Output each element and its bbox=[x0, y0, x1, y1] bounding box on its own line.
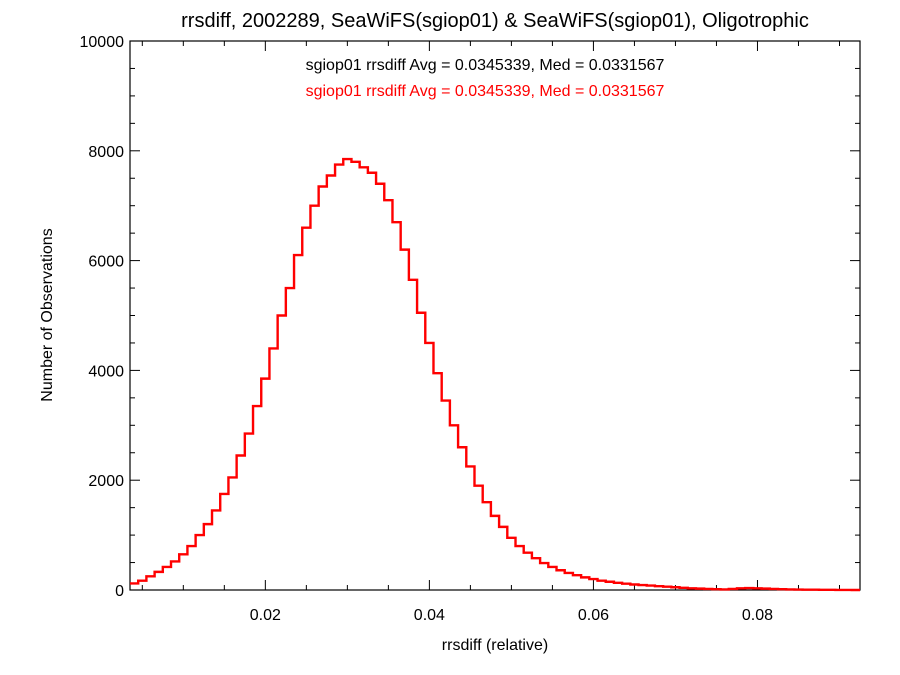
y-tick-label: 2000 bbox=[88, 473, 124, 490]
y-tick-label: 0 bbox=[115, 583, 124, 600]
y-tick-label: 4000 bbox=[88, 363, 124, 380]
x-tick-label: 0.02 bbox=[250, 607, 281, 624]
x-tick-label: 0.08 bbox=[742, 607, 773, 624]
histogram-series bbox=[130, 157, 860, 592]
y-tick-label: 6000 bbox=[88, 254, 124, 271]
annotation-red: sgiop01 rrsdiff Avg = 0.0345339, Med = 0… bbox=[306, 83, 665, 100]
x-tick-label: 0.04 bbox=[414, 607, 445, 624]
chart-title: rrsdiff, 2002289, SeaWiFS(sgiop01) & Sea… bbox=[181, 10, 809, 32]
annotation-black: sgiop01 rrsdiff Avg = 0.0345339, Med = 0… bbox=[306, 57, 665, 74]
y-tick-label: 8000 bbox=[88, 144, 124, 161]
x-tick-label: 0.06 bbox=[578, 607, 609, 624]
y-axis-label: Number of Observations bbox=[39, 228, 56, 401]
plot-frame bbox=[129, 40, 861, 591]
axes: 0.02 0.04 0.06 0.08 0 2000 4000 6000 8000 10000 bbox=[80, 34, 860, 624]
y-tick-label: 10000 bbox=[80, 34, 125, 51]
x-axis-label: rrsdiff (relative) bbox=[442, 637, 548, 654]
